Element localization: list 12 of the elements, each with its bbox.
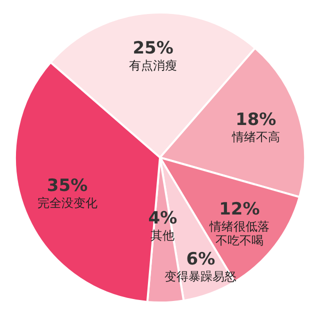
data-label: 6% [186,249,216,270]
slice-label: 变得暴躁易怒 [164,269,237,284]
slice-label: 完全没变化 [37,196,98,210]
data-label: 25% [132,38,174,59]
data-label: 35% [46,176,88,196]
data-label: 4% [148,208,178,228]
slice-label: 情绪不高 [230,130,280,144]
slice-label: 情绪很低落不吃不喝 [208,219,270,248]
data-label: 12% [219,199,260,220]
data-label: 18% [235,110,276,130]
slice-label: 其他 [150,228,175,242]
slice-label: 有点消瘦 [129,58,178,73]
